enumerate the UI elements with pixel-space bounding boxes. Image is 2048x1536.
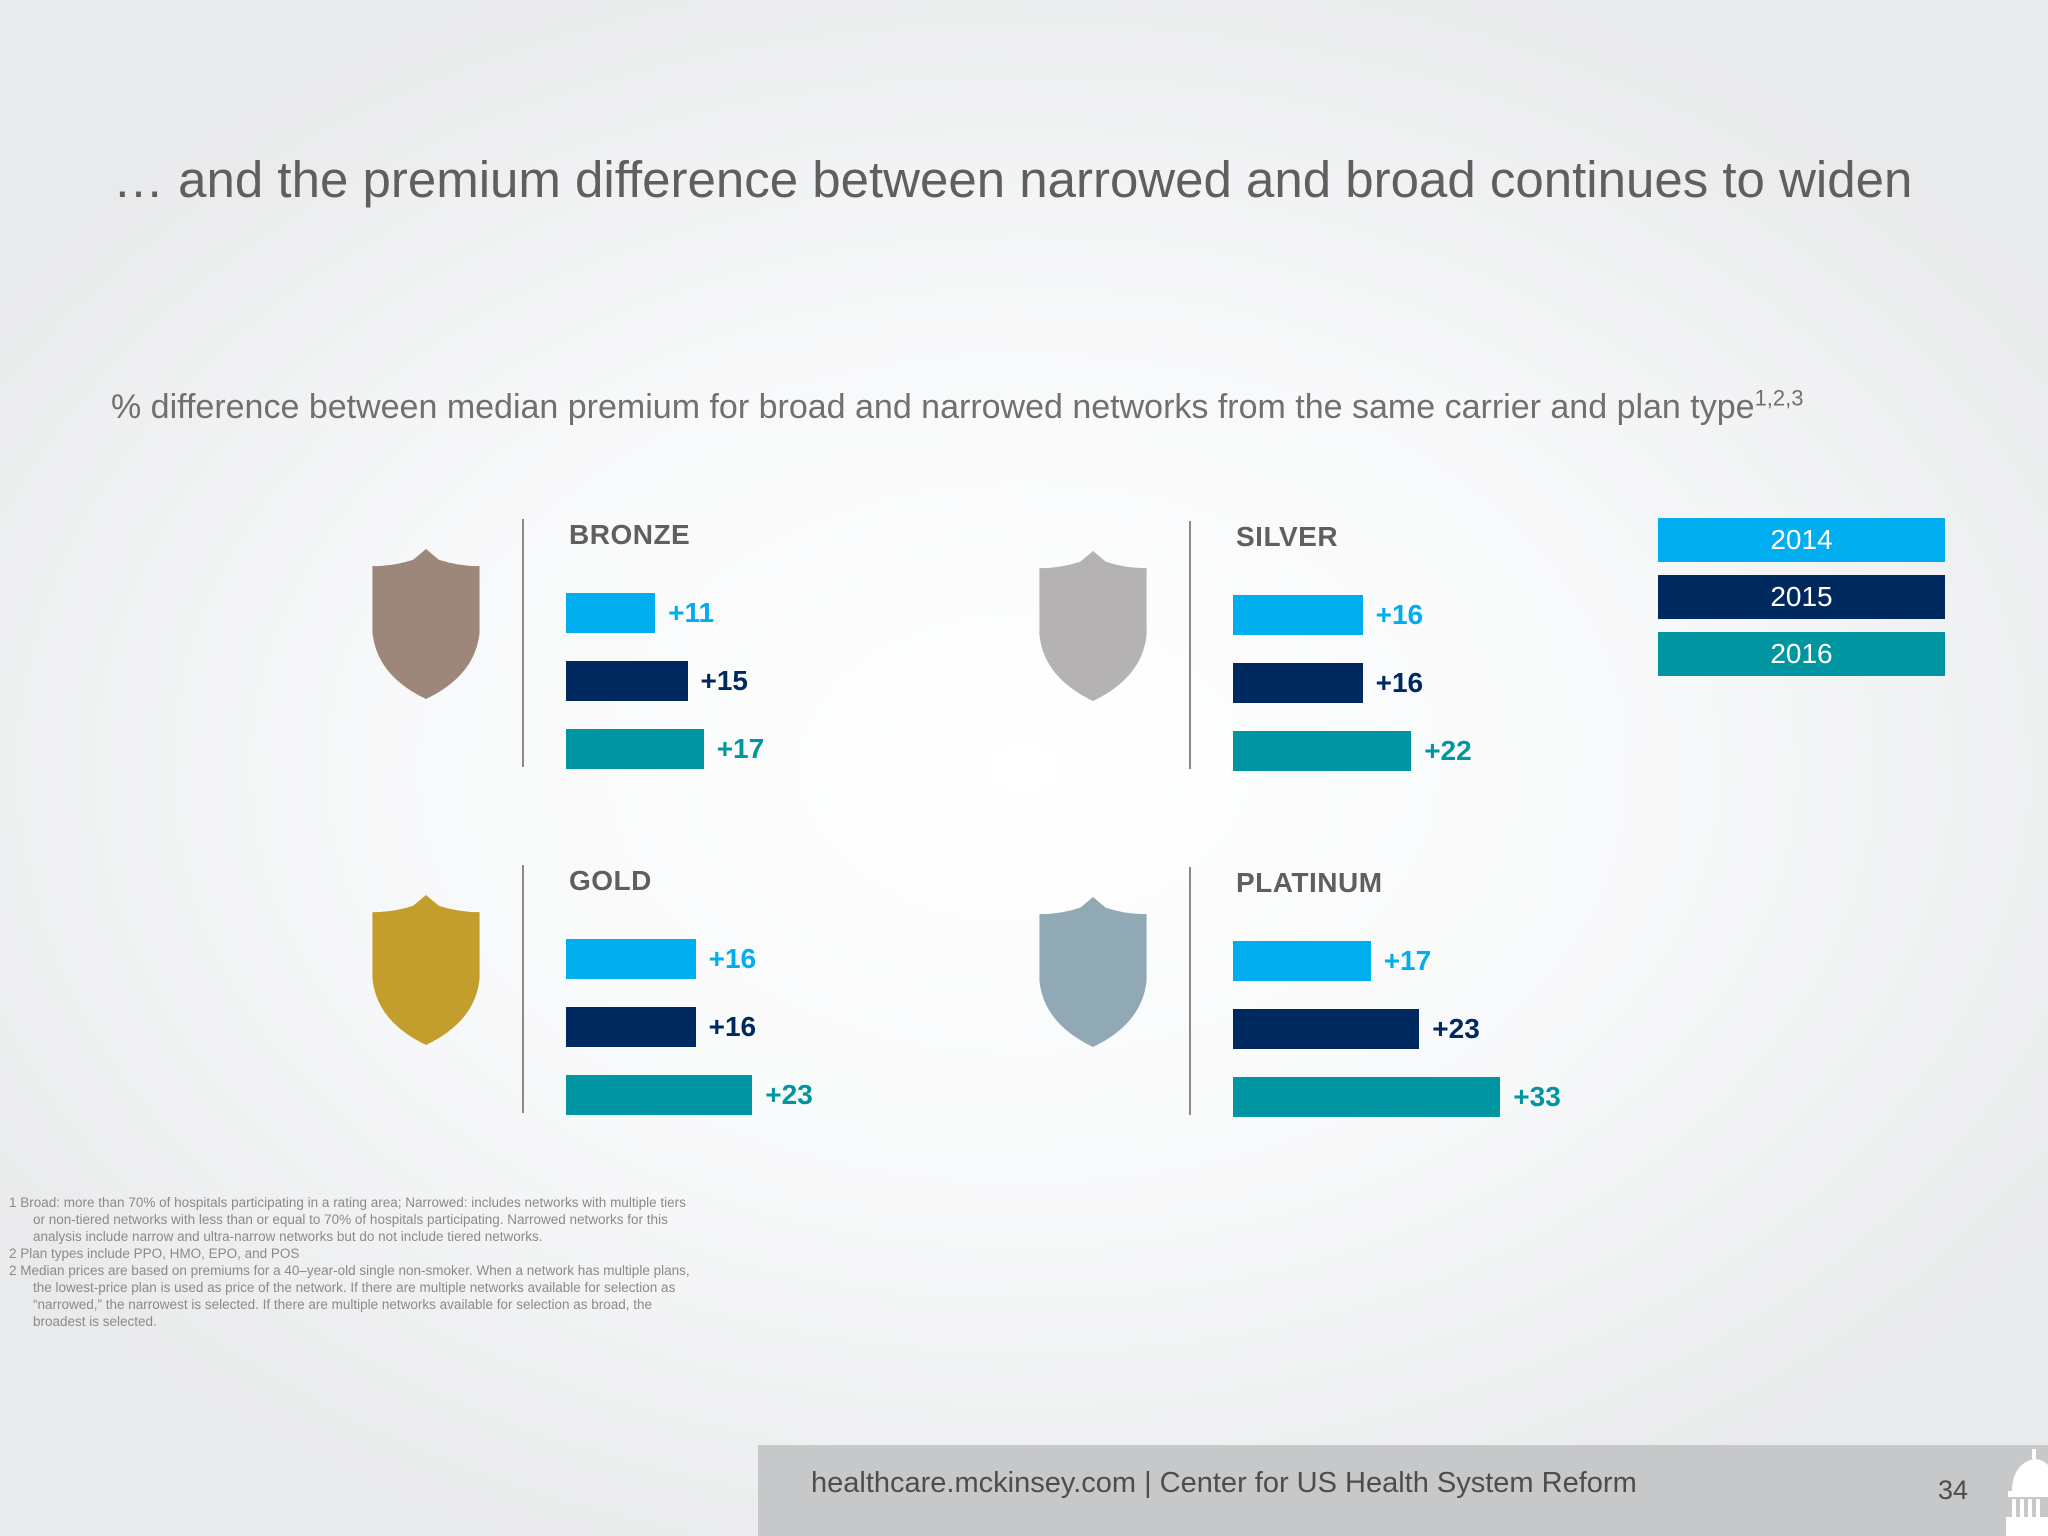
footnote-line: “narrowed,” the narrowest is selected. I… [33, 1297, 653, 1312]
shield-icon [1039, 897, 1147, 1047]
data-label: +16 [708, 1011, 757, 1042]
data-label: +16 [1375, 599, 1424, 630]
subtitle-footnote-ref: 1,2,3 [1754, 385, 1804, 411]
panel-bronze: BRONZE +11 +15 +17 [363, 505, 983, 769]
panel-title: GOLD [569, 865, 652, 896]
panel-gold: GOLD +16 +16 +23 [363, 851, 983, 1115]
panel-title: PLATINUM [1236, 867, 1383, 898]
panel-platinum: PLATINUM +17 +23 +33 [1030, 853, 1650, 1117]
legend-item-2015: 2015 [1658, 575, 1945, 619]
legend: 2014 2015 2016 [1658, 518, 1945, 689]
bar-2014 [1233, 941, 1371, 981]
shield-icon [372, 549, 480, 699]
bar-2014 [1233, 595, 1363, 635]
bar-2015 [566, 1007, 696, 1047]
panel-silver: SILVER +16 +16 +22 [1030, 507, 1650, 771]
footer-bar: healthcare.mckinsey.com | Center for US … [758, 1445, 2048, 1536]
capitol-dome-icon [2006, 1449, 2048, 1536]
data-label: +11 [668, 597, 715, 628]
data-label: +33 [1513, 1081, 1561, 1112]
panel-title: SILVER [1236, 521, 1339, 552]
footnote-line: 2 Median prices are based on premiums fo… [9, 1263, 690, 1278]
data-label: +23 [1432, 1013, 1480, 1044]
chart-subtitle: % difference between median premium for … [111, 385, 1804, 427]
footnotes: 1 Broad: more than 70% of hospitals part… [9, 1194, 754, 1330]
panel-divider [1189, 867, 1191, 1115]
bar-2015 [566, 661, 688, 701]
bar-2015 [1233, 1009, 1420, 1049]
shield-icon [372, 895, 480, 1045]
data-label: +17 [716, 733, 765, 764]
footnote-line: analysis include narrow and ultra-narrow… [33, 1229, 543, 1244]
data-label: +16 [1375, 667, 1424, 698]
bar-2016 [566, 729, 704, 769]
legend-item-2016: 2016 [1658, 632, 1945, 676]
data-label: +16 [708, 943, 757, 974]
slide-title: … and the premium difference between nar… [113, 151, 1913, 208]
legend-item-2014: 2014 [1658, 518, 1945, 562]
panel-divider [522, 865, 524, 1113]
bar-2016 [1233, 1077, 1501, 1117]
footnote-line: 2 Plan types include PPO, HMO, EPO, and … [9, 1246, 300, 1261]
shield-icon [1039, 551, 1147, 701]
footnote-line: broadest is selected. [33, 1314, 157, 1329]
footnote-line: or non-tiered networks with less than or… [33, 1212, 668, 1227]
data-label: +17 [1383, 945, 1432, 976]
data-label: +15 [700, 665, 749, 696]
panel-divider [1189, 521, 1191, 769]
data-label: +23 [765, 1079, 813, 1110]
data-label: +22 [1424, 735, 1472, 766]
page-number: 34 [1938, 1475, 1969, 1505]
footnote-line: 1 Broad: more than 70% of hospitals part… [9, 1195, 686, 1210]
bar-2016 [566, 1075, 753, 1115]
footnote-line: the lowest-price plan is used as price o… [33, 1280, 676, 1295]
bar-2015 [1233, 663, 1363, 703]
chart-subtitle-text: % difference between median premium for … [111, 388, 1755, 426]
bar-2014 [566, 939, 696, 979]
bar-2014 [566, 593, 656, 633]
panel-divider [522, 519, 524, 767]
footer-text: healthcare.mckinsey.com | Center for US … [811, 1467, 1637, 1499]
panel-title: BRONZE [569, 519, 691, 550]
bar-2016 [1233, 731, 1412, 771]
